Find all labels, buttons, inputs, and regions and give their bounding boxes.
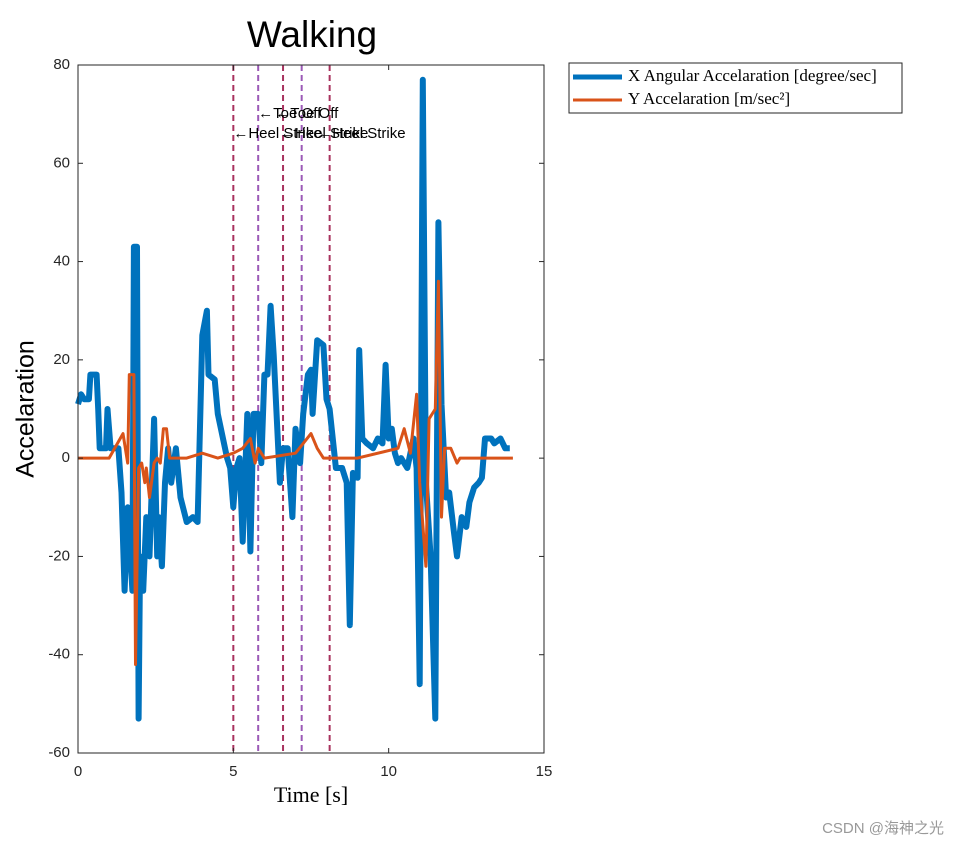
- watermark: CSDN @海神之光: [822, 820, 944, 837]
- x-tick-label: 15: [536, 763, 553, 780]
- y-axis-label: Accelaration: [12, 340, 40, 478]
- legend-box: [568, 62, 903, 114]
- y-tick-label: 80: [53, 56, 70, 73]
- x-tick-label: 5: [229, 763, 237, 780]
- y-tick-label: 0: [62, 449, 70, 466]
- annotation: ←Toe Off: [258, 105, 322, 122]
- y-tick-label: 60: [53, 154, 70, 171]
- x-tick-label: 10: [380, 763, 397, 780]
- annotation: ←Toe Off: [275, 105, 339, 122]
- y-tick-label: -40: [48, 646, 70, 663]
- y-tick-label: 20: [53, 351, 70, 368]
- y-tick-label: -60: [48, 744, 70, 761]
- data-line: [78, 279, 513, 666]
- axes-box: [77, 64, 545, 754]
- annotation: ←Heel Strike: [280, 125, 368, 142]
- x-axis-label: Time [s]: [274, 782, 348, 807]
- y-tick-label: 40: [53, 253, 70, 270]
- legend-label: X Angular Accelaration [degree/sec]: [628, 66, 877, 85]
- y-tick-label: -20: [48, 547, 70, 564]
- annotation: ←Heel Strike: [233, 125, 321, 142]
- x-tick-label: 0: [74, 763, 82, 780]
- chart-title: Walking: [247, 14, 377, 55]
- data-line: [75, 76, 510, 722]
- legend-label: Y Accelaration [m/sec²]: [628, 89, 790, 108]
- annotation: ←Heel Strike: [317, 125, 405, 142]
